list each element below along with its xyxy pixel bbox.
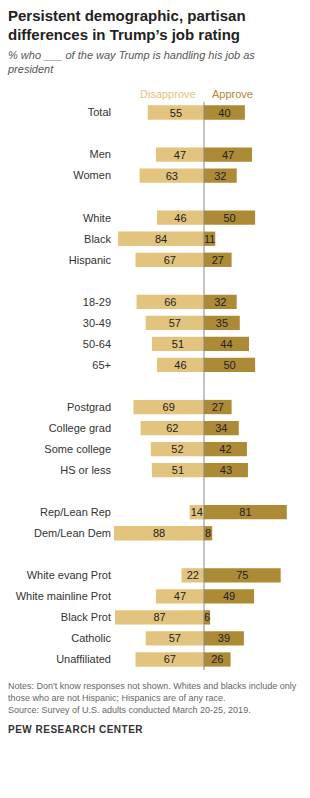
svg-text:49: 49 (223, 590, 235, 602)
svg-text:Disapprove: Disapprove (140, 88, 196, 100)
svg-text:46: 46 (174, 359, 186, 371)
svg-text:32: 32 (214, 170, 226, 182)
svg-text:8: 8 (205, 527, 211, 539)
svg-text:81: 81 (239, 506, 251, 518)
svg-text:67: 67 (164, 254, 176, 266)
svg-text:63: 63 (166, 170, 178, 182)
svg-text:39: 39 (218, 632, 230, 644)
svg-text:84: 84 (155, 233, 167, 245)
svg-text:30-49: 30-49 (83, 317, 111, 329)
svg-text:26: 26 (211, 653, 223, 665)
html-text:PEW RESEARCH CENTER: PEW RESEARCH CENTER (8, 724, 144, 735)
svg-text:43: 43 (220, 464, 232, 476)
svg-text:White evang Prot: White evang Prot (27, 569, 111, 581)
svg-text:88: 88 (153, 527, 165, 539)
svg-text:62: 62 (166, 422, 178, 434)
svg-text:Postgrad: Postgrad (67, 401, 111, 413)
svg-text:57: 57 (169, 317, 181, 329)
svg-text:57: 57 (169, 632, 181, 644)
svg-text:College grad: College grad (49, 422, 111, 434)
svg-text:White: White (83, 212, 111, 224)
svg-text:50-64: 50-64 (83, 338, 111, 350)
svg-text:51: 51 (172, 464, 184, 476)
svg-text:11: 11 (204, 233, 215, 245)
svg-text:Dem/Lean Dem: Dem/Lean Dem (34, 527, 111, 539)
svg-text:75: 75 (236, 569, 248, 581)
svg-text:51: 51 (172, 338, 184, 350)
svg-text:27: 27 (212, 401, 224, 413)
svg-text:44: 44 (220, 338, 232, 350)
svg-text:69: 69 (163, 401, 175, 413)
svg-text:52: 52 (171, 443, 183, 455)
html-text:Notes: Don't know responses no: Notes: Don't know responses not shown. W… (8, 681, 297, 703)
svg-text:Hispanic: Hispanic (69, 254, 112, 266)
svg-text:Approve: Approve (212, 88, 253, 100)
svg-text:55: 55 (170, 107, 182, 119)
svg-text:66: 66 (164, 296, 176, 308)
svg-text:35: 35 (216, 317, 228, 329)
svg-text:Black Prot: Black Prot (61, 611, 111, 623)
svg-text:Men: Men (90, 148, 111, 160)
svg-text:Catholic: Catholic (71, 632, 111, 644)
svg-text:87: 87 (153, 611, 165, 623)
svg-text:6: 6 (204, 611, 210, 623)
svg-text:Women: Women (73, 169, 111, 181)
svg-text:Some college: Some college (44, 443, 111, 455)
svg-text:46: 46 (174, 212, 186, 224)
svg-text:Total: Total (88, 106, 111, 118)
svg-text:27: 27 (212, 254, 224, 266)
svg-text:40: 40 (218, 107, 230, 119)
svg-text:67: 67 (164, 653, 176, 665)
svg-text:HS or less: HS or less (60, 464, 111, 476)
html-text:% who ___ of the way Trump is: % who ___ of the way Trump is handling h… (8, 49, 255, 75)
svg-text:22: 22 (187, 569, 199, 581)
svg-text:32: 32 (214, 296, 226, 308)
svg-text:18-29: 18-29 (83, 296, 111, 308)
svg-text:42: 42 (219, 443, 231, 455)
svg-text:47: 47 (222, 149, 234, 161)
svg-text:50: 50 (223, 212, 235, 224)
html-text:Persistent demographic, partis: Persistent demographic, partisan differe… (8, 7, 246, 43)
svg-text:Black: Black (84, 233, 111, 245)
svg-text:14: 14 (191, 506, 203, 518)
svg-text:47: 47 (174, 149, 186, 161)
svg-text:47: 47 (174, 590, 186, 602)
svg-text:White mainline Prot: White mainline Prot (16, 590, 111, 602)
svg-text:Rep/Lean Rep: Rep/Lean Rep (40, 506, 111, 518)
svg-text:65+: 65+ (92, 359, 111, 371)
svg-text:34: 34 (215, 422, 227, 434)
svg-text:Unaffiliated: Unaffiliated (56, 653, 111, 665)
html-text:Source: Survey of U.S. adults: Source: Survey of U.S. adults conducted … (8, 705, 251, 715)
svg-text:50: 50 (223, 359, 235, 371)
